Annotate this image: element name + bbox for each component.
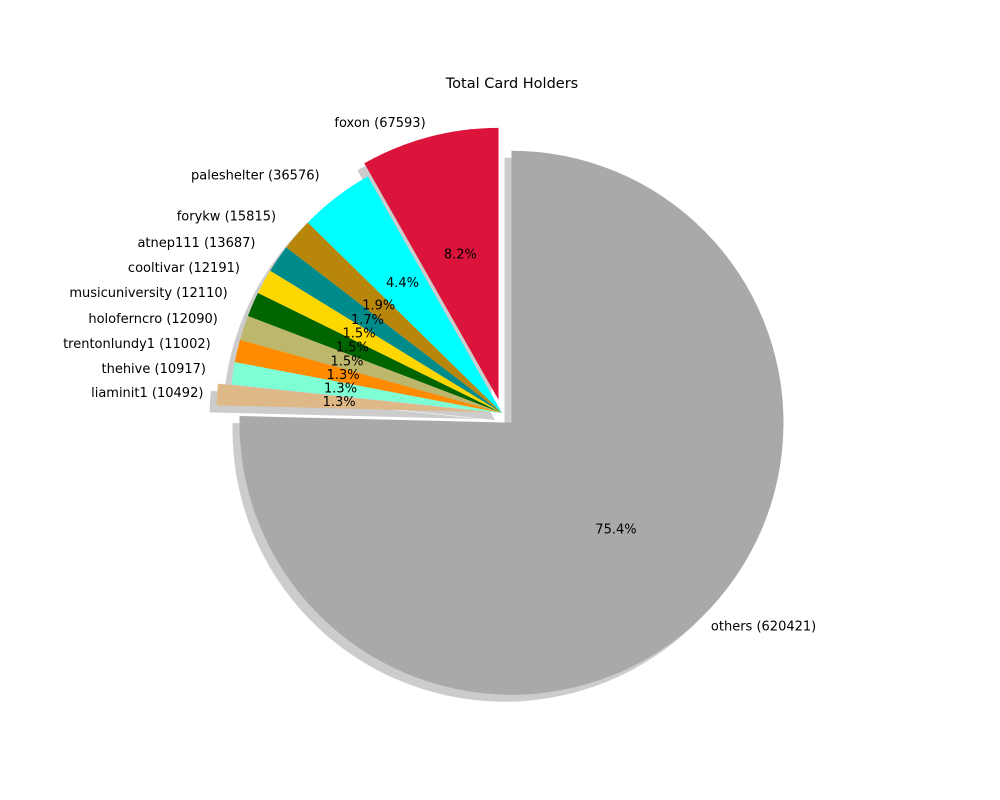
slice-pct-foxon: 8.2% bbox=[444, 248, 477, 263]
slice-label-liaminit1: liaminit1 (10492) bbox=[91, 386, 203, 401]
slice-label-musicuniversity: musicuniversity (12110) bbox=[69, 286, 227, 301]
pie-slice-atnep111 bbox=[270, 247, 502, 413]
slice-pct-forykw: 1.9% bbox=[362, 298, 395, 313]
slice-layer bbox=[216, 127, 784, 695]
slice-label-forykw: forykw (15815) bbox=[177, 209, 276, 224]
pie-slice-trentonlundy1 bbox=[234, 339, 502, 413]
pie-slice-thehive bbox=[231, 362, 503, 413]
pie-slice-forykw bbox=[286, 222, 502, 413]
pie-slice-holoferncro bbox=[240, 316, 503, 413]
slice-pct-thehive: 1.3% bbox=[324, 382, 357, 397]
slice-pct-paleshelter: 4.4% bbox=[386, 276, 419, 291]
slice-pct-others: 75.4% bbox=[595, 522, 636, 537]
slice-pct-trentonlundy1: 1.3% bbox=[327, 368, 360, 383]
slice-label-holoferncro: holoferncro (12090) bbox=[88, 312, 217, 327]
pie-slice-others bbox=[239, 150, 784, 695]
slice-label-atnep111: atnep111 (13687) bbox=[137, 236, 255, 251]
slice-label-thehive: thehive (10917) bbox=[101, 362, 206, 377]
pie-slice-cooltivar bbox=[257, 270, 502, 413]
pie-slice-liaminit1 bbox=[216, 383, 489, 413]
pie-slice-musicuniversity bbox=[247, 292, 502, 413]
slice-label-foxon: foxon (67593) bbox=[334, 116, 425, 131]
slice-pct-cooltivar: 1.5% bbox=[343, 327, 376, 342]
slice-pct-atnep111: 1.7% bbox=[351, 313, 384, 328]
slice-pct-liaminit1: 1.3% bbox=[323, 395, 356, 410]
pie-slice-foxon bbox=[364, 127, 499, 400]
slice-label-paleshelter: paleshelter (36576) bbox=[191, 168, 320, 183]
slice-label-others: others (620421) bbox=[711, 620, 816, 635]
chart-title: Total Card Holders bbox=[445, 76, 578, 92]
slice-pct-holoferncro: 1.5% bbox=[330, 354, 363, 369]
pie-slice-paleshelter bbox=[307, 176, 502, 413]
slice-label-trentonlundy1: trentonlundy1 (11002) bbox=[63, 337, 211, 352]
slice-label-cooltivar: cooltivar (12191) bbox=[128, 261, 240, 276]
label-layer: foxon (67593) 8.2% paleshelter (36576) 4.4%… bbox=[63, 116, 816, 634]
slice-pct-musicuniversity: 1.5% bbox=[336, 340, 369, 355]
